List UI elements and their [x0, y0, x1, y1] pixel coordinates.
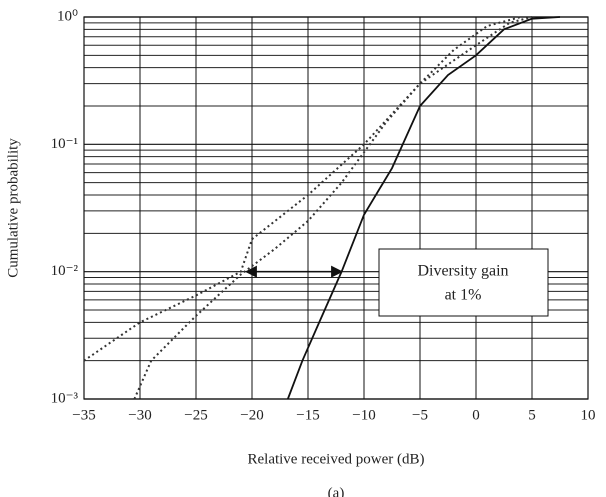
- plot-frame: [83, 16, 589, 400]
- subtitle: (a): [328, 485, 345, 497]
- y-axis-label: Cumulative probability: [5, 138, 21, 278]
- series-line: [83, 16, 533, 362]
- x-tick-label: −5: [412, 407, 428, 423]
- y-tick-label: 10⁻¹: [51, 136, 78, 152]
- x-tick-label: −25: [184, 407, 207, 423]
- x-tick-label: −15: [296, 407, 319, 423]
- y-tick-label: 10⁻²: [51, 263, 79, 279]
- x-tick-label: −10: [352, 407, 375, 423]
- annotation-box: [378, 248, 549, 317]
- annotation-text: Diversity gain: [417, 263, 508, 280]
- x-tick-label: −20: [240, 407, 263, 423]
- x-axis-label: Relative received power (dB): [247, 451, 424, 467]
- series-line: [286, 16, 561, 400]
- series-line: [133, 16, 522, 400]
- x-tick-label: −35: [72, 407, 95, 423]
- y-tick-label: 10⁻³: [51, 390, 79, 406]
- x-tick-label: −30: [128, 407, 151, 423]
- y-tick-label: 10⁰: [57, 8, 78, 24]
- x-tick-label: 5: [528, 407, 536, 423]
- x-tick-label: 10: [581, 407, 596, 423]
- annotation-text: at 1%: [445, 287, 482, 304]
- x-tick-label: 0: [472, 407, 480, 423]
